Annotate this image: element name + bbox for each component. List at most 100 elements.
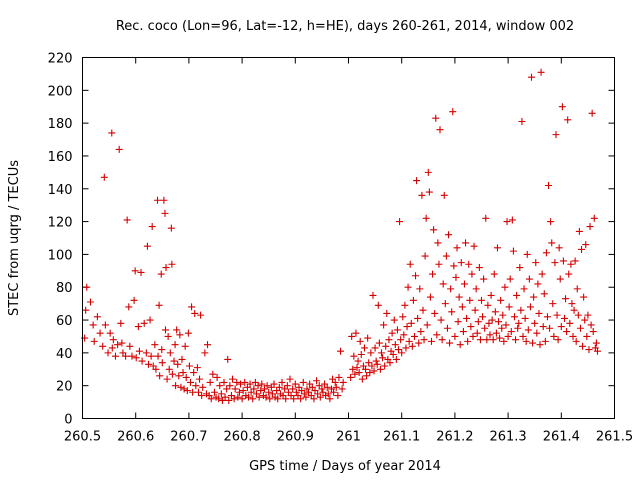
data-point bbox=[464, 337, 472, 345]
data-point bbox=[126, 342, 134, 350]
data-point bbox=[100, 173, 108, 181]
data-point bbox=[140, 319, 148, 327]
data-point bbox=[363, 372, 371, 380]
data-point bbox=[430, 226, 438, 234]
axis-ticks: 260.5 260.6 260.7 260.8 260.9 261 261.1 261.2 26… bbox=[48, 52, 633, 445]
data-point bbox=[163, 375, 171, 383]
data-point bbox=[194, 388, 202, 396]
data-point bbox=[406, 260, 414, 268]
data-point bbox=[368, 362, 376, 370]
y-tick-label: 60 bbox=[56, 314, 73, 329]
data-point bbox=[297, 395, 305, 403]
data-point bbox=[583, 332, 591, 340]
data-point bbox=[584, 311, 592, 319]
data-point bbox=[238, 395, 246, 403]
data-point bbox=[449, 108, 457, 116]
data-point bbox=[457, 259, 465, 267]
data-point bbox=[417, 328, 425, 336]
chart-title: Rec. coco (Lon=96, Lat=-12, h=HE), days … bbox=[116, 19, 574, 34]
data-point bbox=[497, 296, 505, 304]
data-point bbox=[542, 249, 550, 257]
data-point bbox=[559, 257, 567, 265]
data-point bbox=[419, 306, 427, 314]
data-point bbox=[592, 339, 600, 347]
data-point bbox=[275, 383, 283, 391]
data-point bbox=[410, 332, 418, 340]
data-point bbox=[358, 375, 366, 383]
data-point bbox=[515, 319, 523, 327]
data-point bbox=[405, 337, 413, 345]
data-point bbox=[510, 313, 518, 321]
data-point bbox=[451, 332, 459, 340]
data-point bbox=[448, 308, 456, 316]
data-point bbox=[566, 319, 574, 327]
data-point bbox=[166, 349, 174, 357]
data-point bbox=[168, 260, 176, 268]
data-point bbox=[266, 395, 274, 403]
data-point bbox=[339, 378, 347, 386]
data-point bbox=[519, 332, 527, 340]
data-point bbox=[330, 388, 338, 396]
data-point bbox=[416, 285, 424, 293]
data-point bbox=[556, 275, 564, 283]
data-point bbox=[173, 326, 181, 334]
data-point bbox=[435, 260, 443, 268]
data-point bbox=[224, 355, 232, 363]
data-point bbox=[552, 131, 560, 139]
data-point bbox=[517, 306, 525, 314]
data-point bbox=[495, 318, 503, 326]
data-point bbox=[522, 337, 530, 345]
data-point bbox=[254, 382, 262, 390]
data-point bbox=[578, 245, 586, 253]
data-point bbox=[393, 326, 401, 334]
data-point bbox=[425, 188, 433, 196]
data-point bbox=[338, 385, 346, 393]
data-point bbox=[491, 308, 499, 316]
data-point bbox=[184, 329, 192, 337]
data-point bbox=[179, 369, 187, 377]
data-point bbox=[372, 357, 380, 365]
data-point bbox=[518, 117, 526, 125]
data-point bbox=[502, 321, 510, 329]
data-point bbox=[440, 191, 448, 199]
data-point bbox=[389, 351, 397, 359]
data-point bbox=[302, 393, 310, 401]
data-point bbox=[534, 280, 542, 288]
data-point bbox=[337, 347, 345, 355]
data-point bbox=[191, 309, 199, 317]
data-point bbox=[201, 349, 209, 357]
data-point bbox=[415, 339, 423, 347]
data-point bbox=[496, 334, 504, 342]
x-tick-label: 261 bbox=[336, 430, 361, 445]
data-point bbox=[357, 351, 365, 359]
plot-frame bbox=[82, 57, 615, 419]
data-point bbox=[291, 380, 299, 388]
data-point bbox=[241, 378, 249, 386]
data-point bbox=[570, 306, 578, 314]
data-point bbox=[537, 68, 545, 76]
data-point bbox=[323, 383, 331, 391]
data-point bbox=[516, 264, 524, 272]
data-point bbox=[512, 336, 520, 344]
data-point bbox=[487, 291, 495, 299]
data-point bbox=[96, 329, 104, 337]
data-point bbox=[436, 126, 444, 134]
data-point bbox=[347, 373, 355, 381]
data-point bbox=[176, 331, 184, 339]
data-point bbox=[499, 311, 507, 319]
data-point bbox=[567, 260, 575, 268]
data-point bbox=[562, 295, 570, 303]
data-point bbox=[547, 218, 555, 226]
data-point bbox=[290, 395, 298, 403]
data-point bbox=[558, 103, 566, 111]
data-point bbox=[395, 346, 403, 354]
data-point bbox=[589, 328, 597, 336]
data-point bbox=[489, 336, 497, 344]
data-point bbox=[310, 395, 318, 403]
data-point bbox=[539, 323, 547, 331]
data-point bbox=[131, 267, 139, 275]
data-point bbox=[375, 339, 383, 347]
data-point bbox=[335, 373, 343, 381]
x-tick-label: 260.7 bbox=[170, 430, 207, 445]
data-point bbox=[147, 352, 155, 360]
